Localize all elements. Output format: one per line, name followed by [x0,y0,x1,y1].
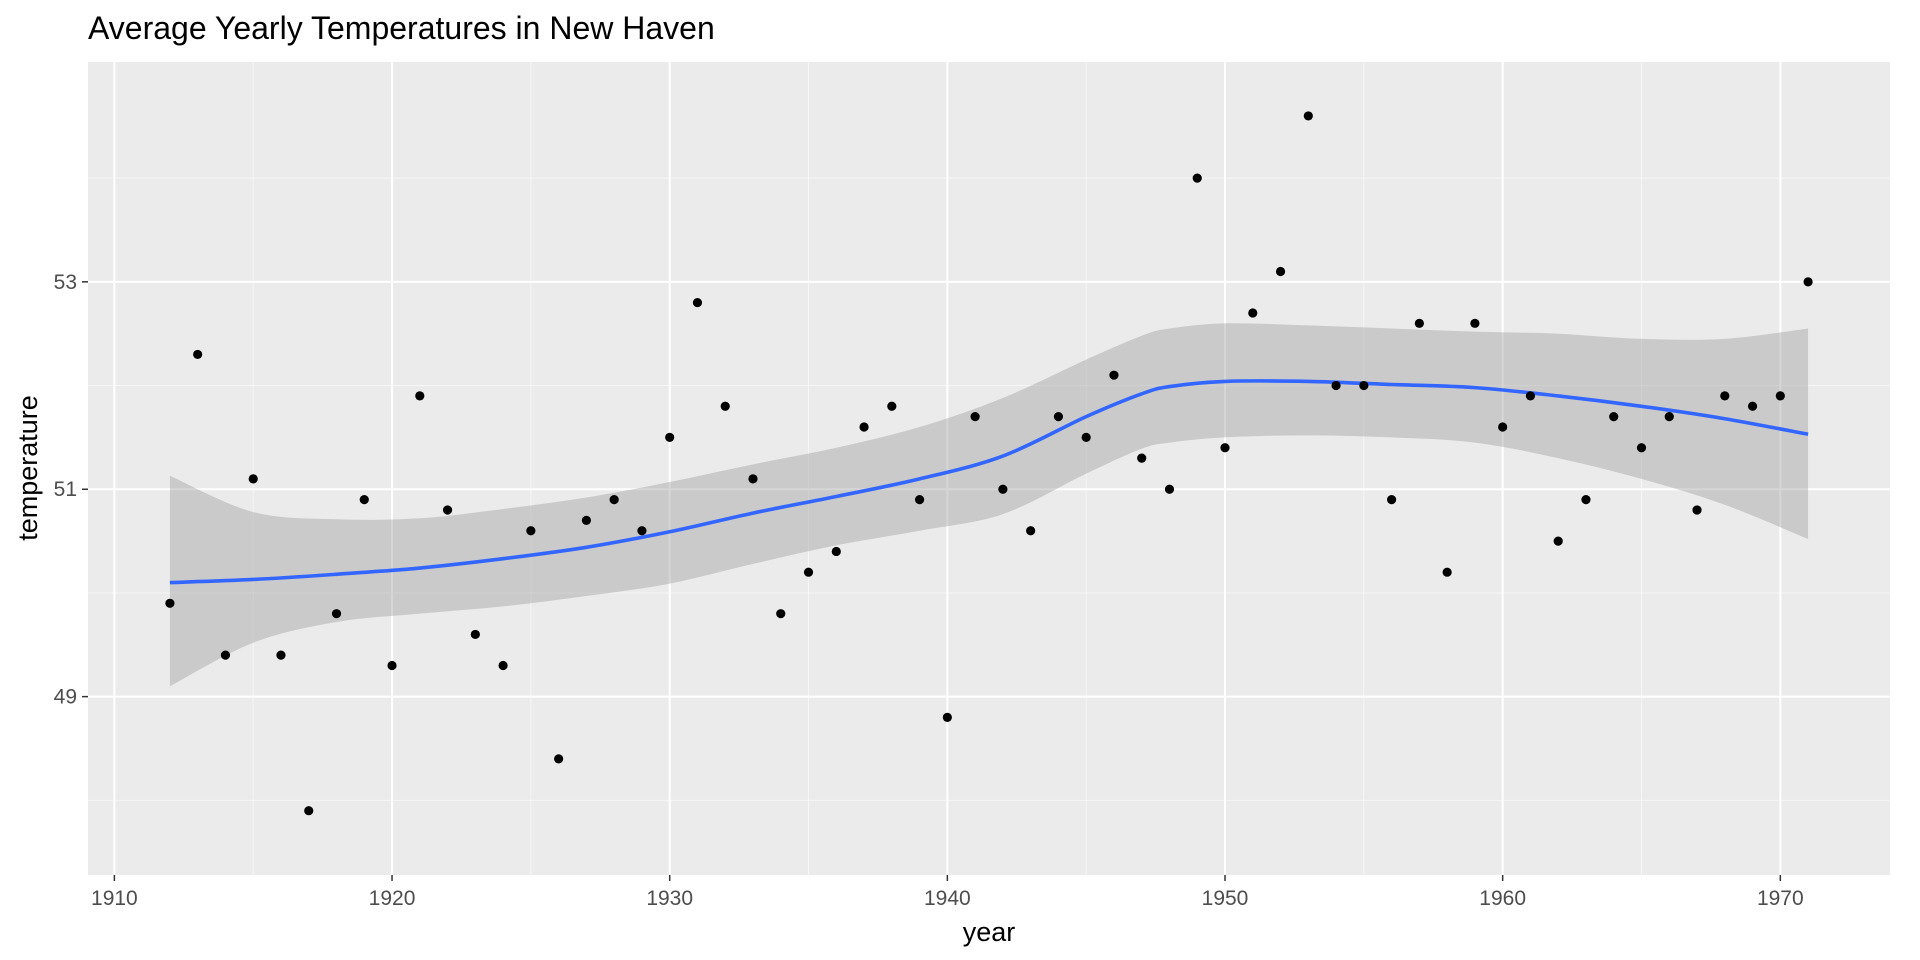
data-point [1137,453,1147,463]
data-point [1442,567,1452,577]
data-point [1303,111,1313,121]
data-point [331,609,342,619]
data-point [304,806,314,816]
data-point [415,391,425,401]
data-point [387,660,397,671]
data-point [498,660,508,671]
x-tick-label: 1910 [91,887,138,910]
data-point [276,650,286,660]
x-tick-label: 1930 [646,887,693,910]
data-point [1609,412,1619,422]
data-point [998,484,1008,494]
data-point [1692,505,1702,515]
x-tick-label: 1970 [1757,887,1804,910]
data-point [1803,277,1813,287]
data-point [1192,173,1202,183]
data-point [1359,380,1369,391]
data-point [1164,484,1175,494]
data-point [720,401,730,411]
data-point [1553,536,1563,546]
data-point [1053,412,1064,422]
data-point [1636,443,1647,453]
data-points [165,111,1813,816]
data-point [165,598,175,608]
data-point [1414,318,1424,328]
data-point [942,712,952,722]
data-point [1747,401,1758,411]
minor-gridlines [88,62,1890,875]
confidence-band [169,323,1809,687]
x-axis: 1910 1920 1930 1940 1950 1960 1970 [91,875,1804,910]
data-point [193,349,203,360]
x-axis-title: year [963,917,1016,947]
data-point [1220,443,1230,453]
data-point [914,495,925,505]
y-tick-label: 51 [54,478,77,501]
y-tick-label: 49 [54,686,77,709]
data-point [692,297,703,308]
data-point [776,609,786,619]
data-point [1775,391,1785,401]
data-point [1525,391,1536,401]
data-point [220,650,231,660]
data-point [581,515,591,525]
chart-title: Average Yearly Temperatures in New Haven [88,10,715,46]
smooth-trend-line [169,379,1809,585]
data-point [1331,380,1341,391]
data-point [970,412,980,422]
data-point [887,401,897,411]
x-tick-label: 1960 [1479,887,1526,910]
data-point [1387,495,1397,505]
data-point [526,526,536,536]
x-tick-label: 1950 [1202,887,1249,910]
y-axis: 49 51 53 [54,271,88,709]
data-point [1664,412,1674,422]
data-point [1081,432,1091,442]
data-point [803,567,814,577]
data-point [470,629,480,640]
data-point [609,495,619,505]
data-point [831,546,841,557]
data-point [637,526,647,536]
data-point [1581,495,1591,505]
data-point [1109,370,1119,380]
data-point [1248,308,1258,318]
y-tick-label: 53 [54,271,77,294]
data-point [1720,391,1730,401]
data-point [665,432,675,442]
major-gridlines [88,62,1890,875]
data-point [554,754,564,764]
x-tick-label: 1940 [924,887,971,910]
plot-panel [88,62,1890,875]
data-point [248,474,258,484]
data-point [1470,318,1480,328]
data-point [1275,266,1286,277]
data-point [1026,526,1036,536]
data-point [1498,422,1508,432]
x-tick-label: 1920 [369,887,416,910]
y-axis-title: temperature [13,395,43,541]
data-point [442,505,453,515]
data-point [748,474,758,484]
data-point [359,495,369,505]
data-point [859,422,869,432]
